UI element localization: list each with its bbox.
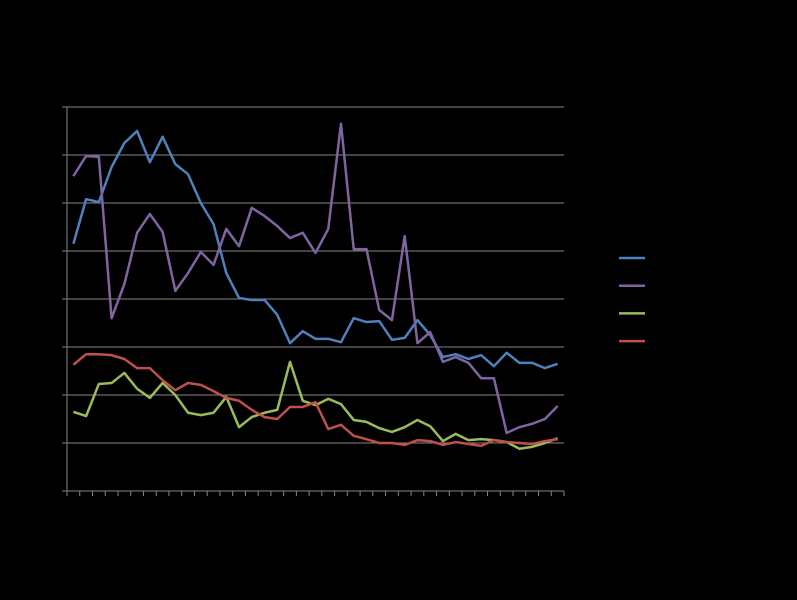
series-line: [72, 122, 559, 435]
series-line: [72, 352, 558, 448]
series-line: [72, 129, 559, 370]
